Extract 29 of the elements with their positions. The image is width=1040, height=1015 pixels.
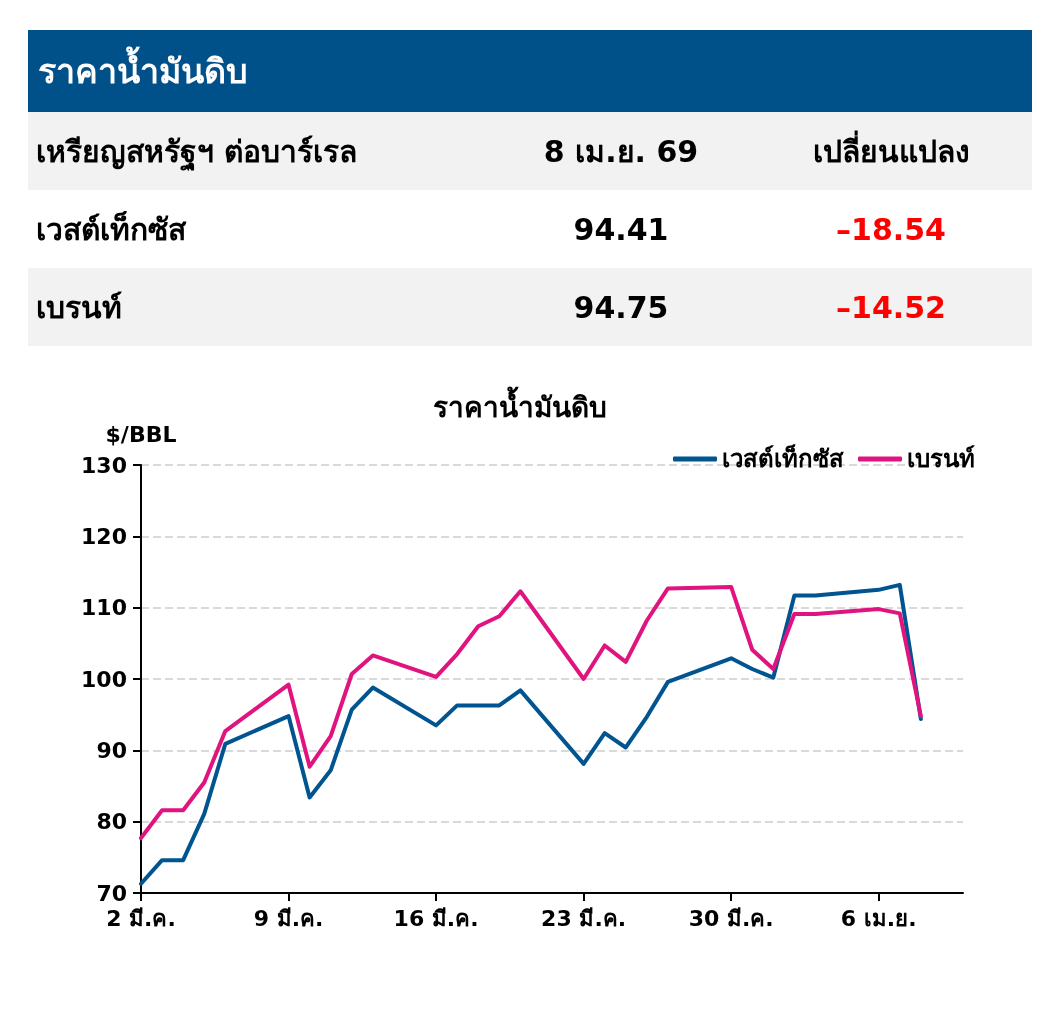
line-series [139,582,923,886]
y-tick-label: 130 [81,452,127,478]
legend-label: เวสต์เท็กซัส [722,444,844,473]
text: ราคาน้ำมันดิบ [28,30,1032,112]
x-tick-label: 30 มี.ค. [688,905,774,931]
category-label: เวสต์เท็กซัส [35,210,188,249]
y-tick-label: 70 [96,880,127,906]
text: เปลี่ยนแปลง [811,129,971,171]
text: เหรียญสหรัฐฯ ต่อบาร์เรล [35,132,359,173]
x-tick-label: 16 มี.ค. [393,905,479,931]
category-label: เบรนท์ [35,288,123,327]
legend-label: เบรนท์ [907,445,975,473]
data-label: 94.75 [572,289,670,325]
x-tick-label: 9 มี.ค. [253,905,324,931]
y-tick-label: 90 [96,737,127,763]
x-tick-label: 6 เม.ย. [840,905,917,931]
y-tick-label: 100 [81,666,127,692]
data-label: –14.52 [835,289,947,325]
line-series [139,584,923,841]
x-tick-label: 2 มี.ค. [106,905,176,931]
y-tick-label: 120 [81,523,127,549]
y-axis-title: $/BBL [105,421,177,447]
data-label: 94.41 [572,211,670,247]
x-tick-label: 23 มี.ค. [541,905,627,931]
y-tick-label: 80 [96,809,127,835]
y-tick-label: 110 [81,595,127,621]
text: 8 เม.ย. 69 [542,132,700,171]
data-label: –18.54 [835,211,947,247]
chart-title: ราคาน้ำมันดิบ [433,385,607,424]
